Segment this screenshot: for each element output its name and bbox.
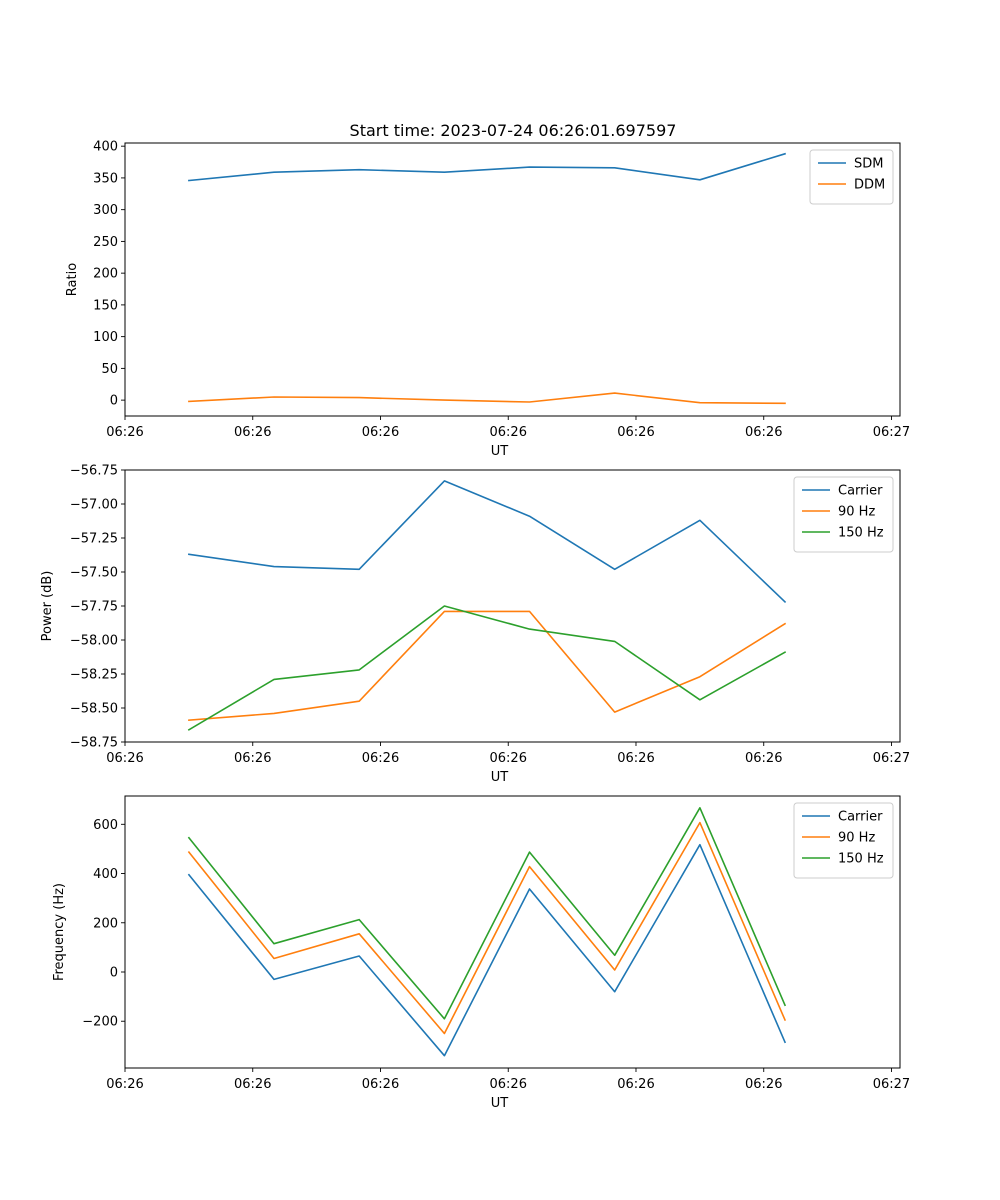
- x-tick-label: 06:26: [617, 425, 654, 440]
- y-axis-label: Ratio: [65, 263, 80, 296]
- y-tick-label: 400: [93, 867, 118, 882]
- y-tick-label: −57.25: [70, 532, 118, 547]
- series-line-90-hz: [188, 610, 787, 722]
- y-tick-label: −58.75: [70, 736, 118, 751]
- y-tick-label: 0: [110, 966, 118, 981]
- chart-panel-2: −58.75 −58.50 −58.25 −58.00 −57.75 −57.50 −57.…: [40, 464, 910, 786]
- legend-box: [793, 802, 894, 879]
- y-tick-label: 350: [93, 171, 118, 186]
- legend-label: 150 Hz: [838, 526, 884, 541]
- series-line-90-hz: [187, 821, 787, 1035]
- x-tick-label: 06:26: [362, 1077, 399, 1092]
- x-axis-label: UT: [491, 444, 509, 459]
- x-tick-label: 06:27: [873, 1077, 910, 1092]
- y-tick-label: −200: [82, 1015, 118, 1030]
- y-tick-label: 250: [93, 235, 118, 250]
- axes-frame: [124, 142, 901, 417]
- y-tick-label: 150: [93, 298, 118, 313]
- series-line-sdm: [188, 152, 786, 182]
- chart-panel-3: −200 0 200 400 600 06:26 06:26 06:26 06:26 06:26 0…: [52, 795, 910, 1111]
- x-tick-label: 06:26: [745, 751, 782, 766]
- series-line-carrier: [187, 480, 787, 604]
- y-tick-label: −57.75: [70, 600, 118, 615]
- legend-label: Carrier: [838, 810, 883, 825]
- series-line-150-hz: [187, 605, 787, 731]
- y-tick-label: 100: [93, 330, 118, 345]
- y-axis-label: Frequency (Hz): [52, 883, 67, 981]
- chart-panel-1: 0 50 100 150 200 250 300 350 400 06:26 06:26 06:26 0…: [65, 140, 910, 459]
- x-tick-label: 06:27: [873, 425, 910, 440]
- y-tick-label: 600: [93, 818, 118, 833]
- x-tick-label: 06:26: [234, 751, 271, 766]
- legend-label: SDM: [854, 157, 883, 172]
- legend: SDM DDM: [809, 149, 894, 205]
- x-tick-label: 06:26: [745, 425, 782, 440]
- legend-label: 150 Hz: [838, 852, 884, 867]
- x-tick-label: 06:26: [617, 1077, 654, 1092]
- x-axis-label: UT: [491, 1096, 509, 1111]
- legend-box: [793, 476, 894, 553]
- legend-label: DDM: [854, 178, 885, 193]
- y-tick-label: 0: [110, 394, 118, 409]
- x-tick-label: 06:26: [490, 425, 527, 440]
- y-tick-label: −58.25: [70, 668, 118, 683]
- x-tick-label: 06:26: [490, 751, 527, 766]
- axes-frame: [124, 795, 901, 1069]
- y-tick-label: −56.75: [70, 464, 118, 479]
- x-axis-label: UT: [491, 770, 509, 785]
- legend: Carrier 90 Hz 150 Hz: [793, 476, 894, 553]
- legend-label: Carrier: [838, 484, 883, 499]
- y-tick-label: −58.00: [70, 634, 118, 649]
- y-tick-label: 200: [93, 267, 118, 282]
- series-line-150-hz: [187, 806, 787, 1020]
- figure-title: Start time: 2023-07-24 06:26:01.697597: [350, 121, 677, 140]
- x-tick-label: 06:26: [106, 425, 143, 440]
- x-tick-label: 06:26: [234, 1077, 271, 1092]
- x-tick-label: 06:26: [106, 1077, 143, 1092]
- legend-label: 90 Hz: [838, 831, 875, 846]
- series-line-ddm: [188, 392, 786, 405]
- x-tick-label: 06:26: [745, 1077, 782, 1092]
- x-tick-label: 06:26: [106, 751, 143, 766]
- x-tick-label: 06:26: [234, 425, 271, 440]
- y-tick-label: −57.00: [70, 498, 118, 513]
- y-tick-label: 300: [93, 203, 118, 218]
- y-tick-label: 50: [101, 362, 118, 377]
- y-tick-label: 200: [93, 916, 118, 931]
- y-tick-label: −58.50: [70, 702, 118, 717]
- x-tick-label: 06:26: [617, 751, 654, 766]
- legend: Carrier 90 Hz 150 Hz: [793, 802, 894, 879]
- y-tick-label: 400: [93, 140, 118, 155]
- legend-label: 90 Hz: [838, 505, 875, 520]
- x-tick-label: 06:27: [873, 751, 910, 766]
- x-tick-label: 06:26: [490, 1077, 527, 1092]
- y-tick-label: −57.50: [70, 566, 118, 581]
- x-tick-label: 06:26: [362, 751, 399, 766]
- y-axis-label: Power (dB): [40, 571, 55, 642]
- series-line-carrier: [187, 843, 787, 1057]
- x-tick-label: 06:26: [362, 425, 399, 440]
